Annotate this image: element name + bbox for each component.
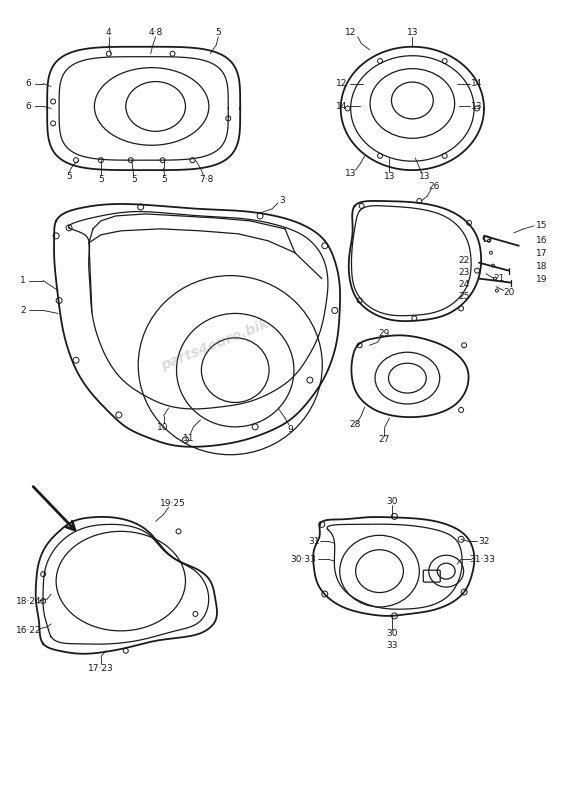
Text: 4: 4 (106, 28, 112, 38)
Text: 6: 6 (25, 102, 31, 111)
Text: 29: 29 (379, 329, 390, 338)
Text: 26: 26 (429, 182, 440, 190)
Text: 30: 30 (386, 497, 398, 506)
Text: 5: 5 (98, 174, 104, 183)
Text: 22: 22 (458, 256, 470, 265)
Text: 6: 6 (25, 79, 31, 88)
Text: 13: 13 (384, 172, 396, 181)
Text: parts4euro.bik: parts4euro.bik (159, 317, 271, 374)
Text: 14: 14 (471, 79, 483, 88)
Text: 12: 12 (336, 79, 347, 88)
Text: 13: 13 (471, 102, 483, 111)
Text: 15: 15 (536, 222, 547, 230)
Text: 21: 21 (493, 274, 505, 283)
Text: 10: 10 (157, 423, 168, 432)
Text: 13: 13 (407, 28, 418, 38)
Text: 5: 5 (215, 28, 221, 38)
Text: 14: 14 (336, 102, 347, 111)
Text: 31·33: 31·33 (469, 554, 495, 564)
Text: 25: 25 (458, 292, 470, 301)
Text: 4·8: 4·8 (149, 28, 163, 38)
Text: 30: 30 (386, 630, 398, 638)
Text: 1: 1 (20, 276, 26, 285)
Text: 27: 27 (379, 435, 390, 444)
Text: 19·25: 19·25 (160, 499, 185, 508)
Text: 5: 5 (66, 172, 72, 181)
Text: 19: 19 (536, 275, 547, 284)
Text: 13: 13 (345, 169, 357, 178)
Text: 17: 17 (536, 250, 547, 258)
Text: 16·22: 16·22 (16, 626, 42, 635)
Text: 17·23: 17·23 (88, 664, 114, 673)
Text: 12: 12 (345, 28, 357, 38)
Text: 30·33: 30·33 (290, 554, 316, 564)
Text: 31: 31 (308, 537, 320, 546)
Text: 9: 9 (287, 426, 293, 434)
Text: 28: 28 (349, 420, 360, 430)
Text: 23: 23 (458, 268, 470, 277)
Text: 5: 5 (131, 174, 137, 183)
Text: 18: 18 (536, 262, 547, 271)
Text: 20: 20 (503, 288, 515, 297)
Text: 7·8: 7·8 (199, 174, 214, 183)
Text: 3: 3 (279, 197, 285, 206)
Text: 24: 24 (458, 280, 470, 289)
Text: 13: 13 (419, 172, 430, 181)
Text: 33: 33 (386, 642, 398, 650)
Text: 5: 5 (162, 174, 167, 183)
Text: 18·24: 18·24 (16, 597, 42, 606)
Text: 2: 2 (20, 306, 26, 315)
Text: 32: 32 (479, 537, 490, 546)
Text: 16: 16 (536, 236, 547, 246)
Text: 11: 11 (182, 434, 194, 443)
